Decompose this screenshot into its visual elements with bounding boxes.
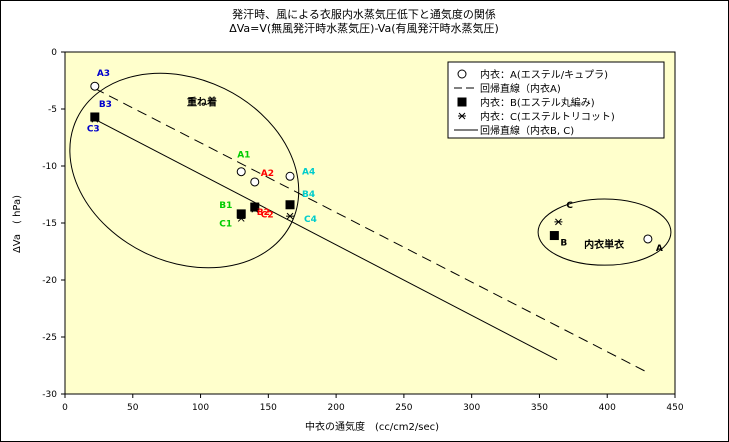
regression-line (94, 118, 558, 361)
x-tick-label: 150 (260, 403, 277, 413)
legend-entry: 回帰直線（内衣A) (480, 82, 561, 95)
point-label: B1 (219, 201, 232, 211)
y-axis-label: ΔVa ( hPa) (12, 195, 23, 253)
marker-open-circle (285, 171, 295, 181)
y-tick-label: -15 (42, 219, 57, 229)
point-label: C (566, 201, 573, 211)
marker-asterisk (554, 218, 563, 226)
point-label: C4 (304, 215, 317, 225)
x-axis-label: 中衣の通気度 (cc/cm2/sec) (305, 420, 439, 433)
marker-filled-square (549, 231, 559, 241)
x-tick-label: 250 (395, 403, 412, 413)
y-tick-label: 0 (51, 48, 57, 58)
point-label: A (656, 244, 663, 254)
x-tick-label: 350 (531, 403, 548, 413)
legend-entry: 内衣：B(エステル丸編み) (480, 96, 595, 109)
x-tick-label: 50 (127, 403, 139, 413)
point-label: B (560, 239, 567, 249)
point-label: B3 (99, 100, 112, 110)
marker-asterisk (237, 215, 246, 222)
regression-line (94, 88, 646, 372)
annotation-label: 重ね着 (187, 96, 217, 109)
point-label: A3 (97, 69, 110, 79)
axis-ticks: 0 50 100 150 200 250 300 350 400 450 0 -5 -10 -15 -20 -… (42, 48, 684, 413)
point-label: C2 (261, 210, 274, 220)
y-tick-label: -5 (48, 105, 57, 115)
regression-lines (94, 88, 646, 372)
annotation-label: 内衣単衣 (584, 238, 624, 251)
marker-asterisk (286, 212, 295, 220)
marker-filled-square (250, 202, 260, 212)
chart-title: 発汗時、風による衣服内水蒸気圧低下と通気度の関係 (232, 7, 496, 21)
marker-filled-square (457, 97, 467, 107)
legend-box (447, 61, 665, 139)
marker-filled-square (285, 200, 295, 210)
marker-open-circle (90, 81, 100, 91)
point-label: C3 (87, 124, 100, 134)
chart-subtitle: ΔVa=V(無風発汗時水蒸気圧)-Va(有風発汗時水蒸気圧) (229, 21, 499, 35)
x-tick-label: 450 (666, 403, 683, 413)
marker-open-circle (250, 177, 260, 187)
x-tick-label: 300 (463, 403, 480, 413)
legend-entry: 回帰直線（内衣B, C) (480, 124, 574, 137)
x-tick-label: 100 (192, 403, 209, 413)
marker-filled-square (90, 112, 100, 122)
group-ellipse (537, 198, 672, 266)
marker-asterisk (250, 205, 259, 213)
point-label: A2 (261, 169, 274, 179)
legend: 内衣：A(エステル/キュプラ)回帰直線（内衣A)内衣：B(エステル丸編み)内衣：… (447, 61, 665, 139)
marker-asterisk (90, 115, 99, 123)
marker-open-circle (643, 234, 653, 244)
x-tick-label: 200 (328, 403, 345, 413)
point-label: B2 (257, 208, 270, 218)
marker-open-circle (457, 69, 467, 79)
y-tick-label: -30 (42, 390, 57, 400)
y-tick-label: -25 (42, 333, 57, 343)
marker-open-circle (236, 167, 246, 177)
group-ellipse (69, 72, 300, 269)
data-points: A3 A1 A2 A4 A B3 B1 B2 B4 B C3 C1 C2 C4 C (87, 69, 663, 254)
marker-asterisk (458, 112, 466, 120)
legend-entry: 内衣：C(エステルトリコット) (480, 110, 615, 123)
y-tick-label: -10 (42, 162, 57, 172)
point-label: B4 (302, 190, 315, 200)
group-ellipses (69, 72, 672, 269)
x-tick-label: 0 (62, 403, 68, 413)
point-label: A4 (302, 167, 315, 177)
point-label: A1 (237, 151, 250, 161)
marker-filled-square (236, 209, 246, 219)
x-tick-label: 400 (599, 403, 616, 413)
point-label: C1 (219, 219, 232, 229)
legend-entry: 内衣：A(エステル/キュプラ) (480, 68, 608, 81)
y-tick-label: -20 (42, 276, 57, 286)
